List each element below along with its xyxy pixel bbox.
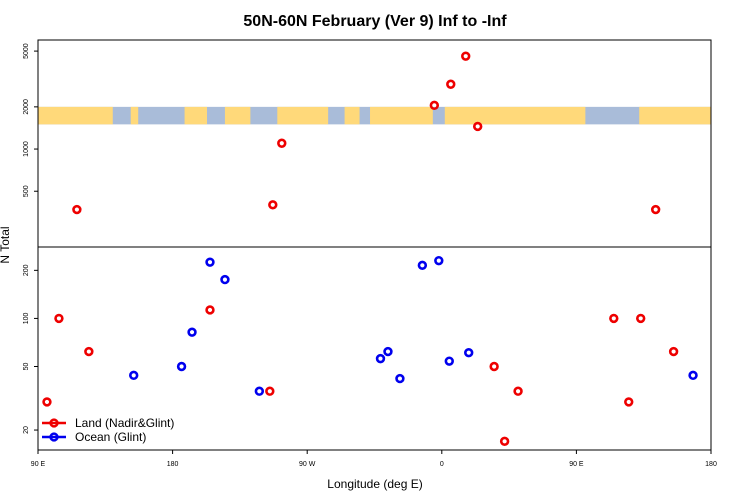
- map-land-segment: [444, 106, 586, 125]
- y-upper-tick-label: 1000: [23, 141, 30, 157]
- ocean-point: [187, 327, 197, 337]
- ocean-point: [383, 346, 393, 357]
- upper-plot-frame: [37, 39, 712, 248]
- land-point: [636, 313, 646, 324]
- land-point: [54, 313, 64, 324]
- chart-title: 50N-60N February (Ver 9) Inf to -Inf: [243, 13, 507, 30]
- land-point: [650, 204, 661, 215]
- ocean-point: [129, 370, 139, 381]
- land-point: [624, 397, 634, 407]
- y-lower-tick-label: 20: [23, 426, 30, 434]
- legend-label-ocean: Ocean (Glint): [75, 430, 146, 444]
- land-point: [609, 313, 619, 324]
- ocean-point: [417, 260, 428, 271]
- ocean-point: [688, 370, 698, 381]
- legend-item-ocean: Ocean (Glint): [42, 430, 146, 444]
- map-land-segment: [639, 106, 711, 125]
- legend-item-land: Land (Nadir&Glint): [42, 416, 174, 430]
- ocean-point: [220, 274, 230, 285]
- legend-label-land: Land (Nadir&Glint): [75, 416, 174, 430]
- ocean-point: [375, 353, 386, 364]
- y-axis-lower: 20 50 100 200: [23, 264, 38, 434]
- x-tick-label: 180: [705, 461, 717, 468]
- map-land-segment: [370, 106, 433, 125]
- land-point: [72, 204, 82, 215]
- map-land-segment: [38, 106, 113, 125]
- map-land-segment: [130, 106, 139, 125]
- world-map-band: [38, 106, 711, 125]
- land-point: [668, 346, 679, 357]
- x-tick-label: 90 E: [569, 461, 584, 468]
- land-point: [265, 386, 275, 396]
- ocean-point: [395, 373, 405, 384]
- y-lower-tick-label: 200: [23, 264, 30, 276]
- land-point: [277, 138, 287, 148]
- legend-marker-land: [49, 418, 59, 428]
- y-lower-tick-label: 50: [23, 362, 30, 370]
- ocean-point: [205, 257, 215, 267]
- land-point: [42, 397, 52, 407]
- land-point: [489, 361, 499, 372]
- ocean-point: [176, 361, 187, 372]
- land-point: [499, 436, 510, 447]
- y-axis-label: N Total: [0, 226, 12, 263]
- legend: Land (Nadir&Glint) Ocean (Glint): [42, 416, 174, 444]
- map-land-segment: [344, 106, 360, 125]
- map-band-land: [38, 106, 711, 125]
- y-upper-tick-label: 2000: [23, 99, 30, 115]
- land-point: [84, 346, 94, 357]
- land-point: [446, 79, 456, 89]
- land-point: [472, 121, 483, 132]
- x-tick-label: 90 W: [299, 461, 316, 468]
- map-land-segment: [277, 106, 329, 125]
- map-land-segment: [224, 106, 251, 125]
- y-upper-tick-label: 5000: [23, 43, 30, 59]
- land-point: [461, 51, 471, 61]
- x-tick-label: 90 E: [31, 461, 46, 468]
- data-points: [42, 51, 698, 447]
- ocean-point: [434, 255, 444, 266]
- land-point: [205, 305, 215, 315]
- map-land-segment: [184, 106, 207, 125]
- ocean-point: [444, 356, 454, 366]
- y-lower-tick-label: 100: [23, 312, 30, 324]
- x-axis-label: Longitude (deg E): [327, 477, 422, 491]
- land-point: [513, 386, 523, 396]
- x-tick-label: 180: [167, 461, 179, 468]
- y-upper-tick-label: 500: [23, 185, 30, 197]
- y-axis-upper: 500 1000 2000 5000: [23, 43, 38, 197]
- land-point: [268, 200, 278, 210]
- x-axis: 90 E 180 90 W 0 90 E 180: [31, 450, 717, 468]
- ocean-point: [254, 386, 265, 396]
- ocean-point: [464, 347, 474, 358]
- legend-marker-ocean: [49, 432, 59, 442]
- x-tick-label: 0: [440, 461, 444, 468]
- lower-plot-frame: [37, 246, 712, 451]
- land-point: [429, 100, 440, 111]
